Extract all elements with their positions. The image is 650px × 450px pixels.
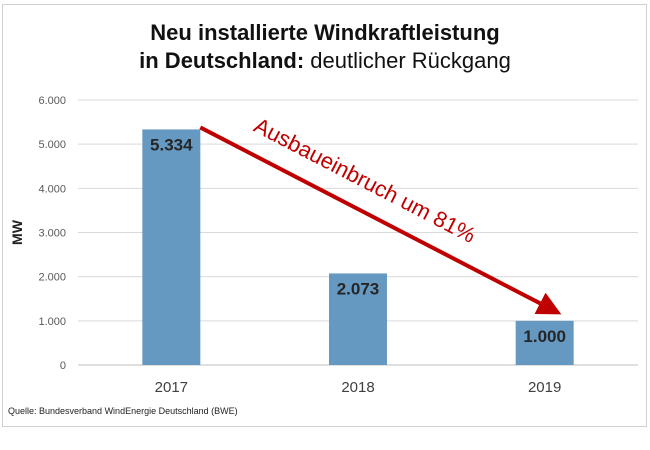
chart-title-rest: deutlicher Rückgang bbox=[304, 48, 511, 73]
decline-arrow bbox=[199, 125, 562, 315]
x-tick-label: 2019 bbox=[528, 379, 561, 396]
chart-title-line2: in Deutschland: deutlicher Rückgang bbox=[0, 48, 650, 74]
y-tick-label: 6.000 bbox=[38, 95, 66, 107]
bar-2018 bbox=[329, 273, 387, 365]
y-tick-label: 5.000 bbox=[38, 139, 66, 151]
chart-title-line1: Neu installierte Windkraftleistung bbox=[150, 20, 500, 45]
decline-annotation: Ausbaueinbruch um 81% bbox=[250, 113, 480, 248]
data-label-2019: 1.000 bbox=[523, 327, 566, 346]
y-tick-label: 1.000 bbox=[38, 316, 66, 328]
data-label-2017: 5.334 bbox=[150, 135, 193, 154]
bar-2019 bbox=[515, 320, 574, 365]
chart-title-bold-part: in Deutschland: bbox=[139, 48, 305, 73]
x-tick-label: 2017 bbox=[155, 379, 188, 396]
y-tick-label: 0 bbox=[60, 360, 66, 372]
source-note: Quelle: Bundesverband WindEnergie Deutsc… bbox=[8, 406, 238, 416]
bar-2017 bbox=[142, 129, 201, 365]
data-label-2018: 2.073 bbox=[337, 279, 380, 298]
y-tick-label: 2.000 bbox=[38, 272, 66, 284]
y-tick-label: 3.000 bbox=[38, 228, 66, 240]
y-tick-label: 4.000 bbox=[38, 183, 66, 195]
x-tick-label: 2018 bbox=[341, 379, 374, 396]
y-axis-label: MW bbox=[9, 219, 25, 245]
